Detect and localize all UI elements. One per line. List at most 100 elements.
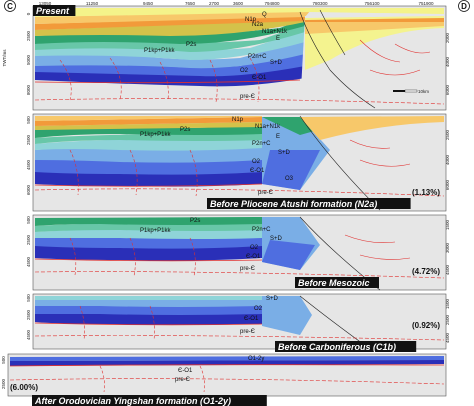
panel-caption-box [33, 5, 76, 16]
stratum-label: P2n+C [248, 54, 267, 60]
panel-percent: (4.72%) [412, 267, 440, 276]
depth-tick-label: 4500 [26, 256, 31, 267]
stratum-label: O2 [252, 159, 261, 165]
stratum-label: Є-O1 [252, 75, 267, 81]
stratum-label: pre-Є [175, 377, 191, 383]
stratum-label: S+D [278, 150, 291, 156]
top-tick-label: 7650 [185, 1, 196, 6]
panel-caption: Before Carboniferous (C1b) [278, 342, 396, 352]
stratum-label: Є-O1 [178, 368, 193, 374]
depth-tick-label: 6000 [445, 84, 450, 95]
stratum-label: P2n+C [252, 227, 271, 233]
stratum-label: pre-Є [240, 266, 256, 272]
top-tick-label: 780300 [312, 1, 328, 6]
depth-tick-label: 4500 [26, 159, 31, 170]
panel-before-carboniferous [32, 293, 447, 350]
depth-tick-label: 2500 [26, 309, 31, 320]
stratum-label: E [276, 134, 280, 140]
stratum-label: pre-Є [240, 329, 256, 335]
stratum-label: S+D [270, 236, 283, 242]
stratum-label: E [276, 36, 280, 42]
depth-tick-label: 4000 [445, 56, 450, 67]
stratum-label: N1p [245, 17, 257, 23]
stratum-label: S+D [266, 296, 279, 302]
depth-tick-label: 2500 [26, 134, 31, 145]
depth-tick-label: 2500 [1, 378, 6, 389]
corner-d-label: D [461, 2, 467, 11]
panel-present: 10km [32, 5, 447, 111]
stratum-label: P2s [186, 42, 196, 48]
scale-bar: 10km [393, 89, 429, 94]
top-tick-label: 751900 [418, 1, 434, 6]
depth-tick-label: 500 [1, 356, 6, 364]
corner-c-marker [4, 0, 16, 12]
stratum-label: P2n+C [252, 141, 271, 147]
panel-caption-box [295, 277, 379, 288]
panel-caption: Before Mesozoic [298, 278, 370, 288]
depth-tick-label: 8000 [26, 84, 31, 95]
depth-tick-label: 2500 [445, 129, 450, 140]
corner-c-label: C [7, 2, 13, 11]
stratum-label: O1-2y [248, 356, 264, 362]
depth-tick-label: 4500 [445, 264, 450, 275]
depth-tick-label: 500 [26, 216, 31, 224]
depth-tick-label: 2500 [26, 30, 31, 41]
top-tick-label: 2700 [209, 1, 220, 6]
axis-label-twt: TWT/ms [2, 49, 7, 67]
stratum-label: N1p [232, 117, 244, 123]
top-tick-label: 13050 [39, 1, 52, 6]
depth-tick-label: 1500 [445, 298, 450, 309]
depth-tick-label: 1500 [445, 219, 450, 230]
depth-tick-label: 4500 [26, 329, 31, 340]
depth-tick-label: 6000 [445, 179, 450, 190]
stratum-label: O2 [250, 245, 259, 251]
depth-tick-label: 4500 [445, 332, 450, 343]
panel-before-mesozoic [32, 214, 447, 291]
depth-tick-label: 2000 [445, 32, 450, 43]
depth-tick-label: 4000 [445, 154, 450, 165]
panel-percent: (6.00%) [10, 383, 38, 392]
depth-tick-label: 500 [26, 294, 31, 302]
top-tick-label: 9450 [143, 1, 154, 6]
stratum-label: P1kp+P1kk [140, 132, 172, 138]
stratum-label: Є-O1 [246, 254, 261, 260]
stratum-label: N1a+N1k [262, 29, 288, 35]
panel-before-atushi [32, 113, 447, 212]
stratum-label: S+D [270, 60, 283, 66]
depth-tick-label: 0 [26, 12, 31, 15]
panel-percent: (1.13%) [412, 188, 440, 197]
stratum-label: Q [262, 12, 267, 18]
panel-caption: After Orodovician Yingshan formation (O1… [34, 396, 231, 406]
stratum-label: P2s [190, 218, 200, 224]
panel-caption: Before Pliocene Atushi formation (N2a) [210, 199, 377, 209]
panel-caption: Present [36, 6, 70, 16]
depth-tick-label: 500 [26, 116, 31, 124]
panel-after-yingshan [7, 353, 447, 397]
depth-tick-label: 2500 [445, 314, 450, 325]
stratum-label: O3 [285, 176, 294, 182]
depth-tick-label: 6000 [26, 184, 31, 195]
stratum-label: Є-O1 [250, 168, 265, 174]
top-tick-label: 794800 [264, 1, 280, 6]
panel-caption-box [32, 395, 267, 406]
stratum-label: P2s [180, 127, 190, 133]
scale-bar-label: 10km [418, 89, 429, 94]
stratum-label: Є-O1 [244, 316, 259, 322]
stratum-label: O2 [254, 306, 263, 312]
panel-caption-box [275, 341, 417, 352]
depth-tick-label: 3000 [445, 242, 450, 253]
stratum-label: P1kp+P1kk [144, 48, 176, 54]
stratum-label: N1a+N1k [255, 124, 281, 130]
depth-tick-label: 2500 [26, 234, 31, 245]
top-tick-label: 756100 [364, 1, 380, 6]
depth-tick-label: 5000 [26, 54, 31, 65]
panel-caption-box [207, 198, 411, 209]
top-tick-label: 11250 [86, 1, 99, 6]
panel-percent: (0.92%) [412, 321, 440, 330]
stratum-label: P1kp+P1kk [140, 228, 172, 234]
stratum-label: pre-Є [240, 94, 256, 100]
corner-d-marker [458, 0, 470, 12]
stratum-label: pre-Є [258, 190, 274, 196]
stratum-label: N2a [252, 22, 264, 28]
